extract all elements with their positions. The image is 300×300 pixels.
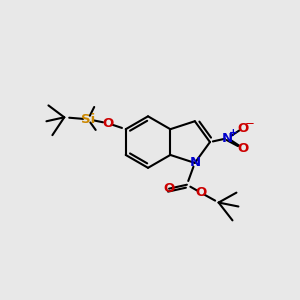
Text: Si: Si xyxy=(81,113,95,126)
Text: N: N xyxy=(189,156,200,170)
Text: O: O xyxy=(195,186,206,199)
Text: O: O xyxy=(102,117,113,130)
Text: −: − xyxy=(245,117,254,130)
Text: +: + xyxy=(228,128,237,138)
Text: O: O xyxy=(237,122,248,135)
Text: O: O xyxy=(164,182,175,195)
Text: N: N xyxy=(222,132,233,145)
Text: O: O xyxy=(237,142,248,154)
